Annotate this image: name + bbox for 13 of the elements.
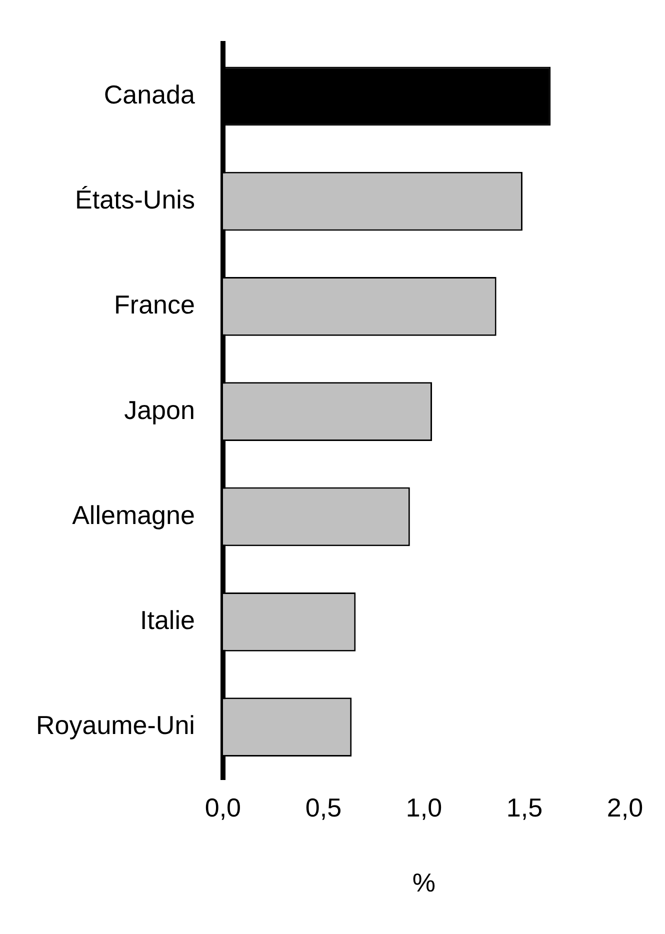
- x-tick-label: 0,5: [305, 792, 342, 822]
- x-axis-title: %: [412, 868, 436, 898]
- y-tick-label: Royaume-Uni: [36, 710, 195, 740]
- y-tick-label: Canada: [104, 79, 196, 110]
- y-tick-label: France: [114, 290, 195, 320]
- x-tick-label: 0,0: [204, 792, 242, 822]
- y-tick-label: États-Unis: [75, 184, 195, 214]
- x-tick-label: 1,5: [506, 792, 543, 822]
- y-tick-label: Allemagne: [72, 500, 195, 530]
- x-tick-label: 1,0: [406, 792, 442, 822]
- y-tick-label: Italie: [140, 605, 195, 636]
- x-tick-label: 2,0: [606, 792, 644, 822]
- y-tick-label: Japon: [124, 394, 195, 425]
